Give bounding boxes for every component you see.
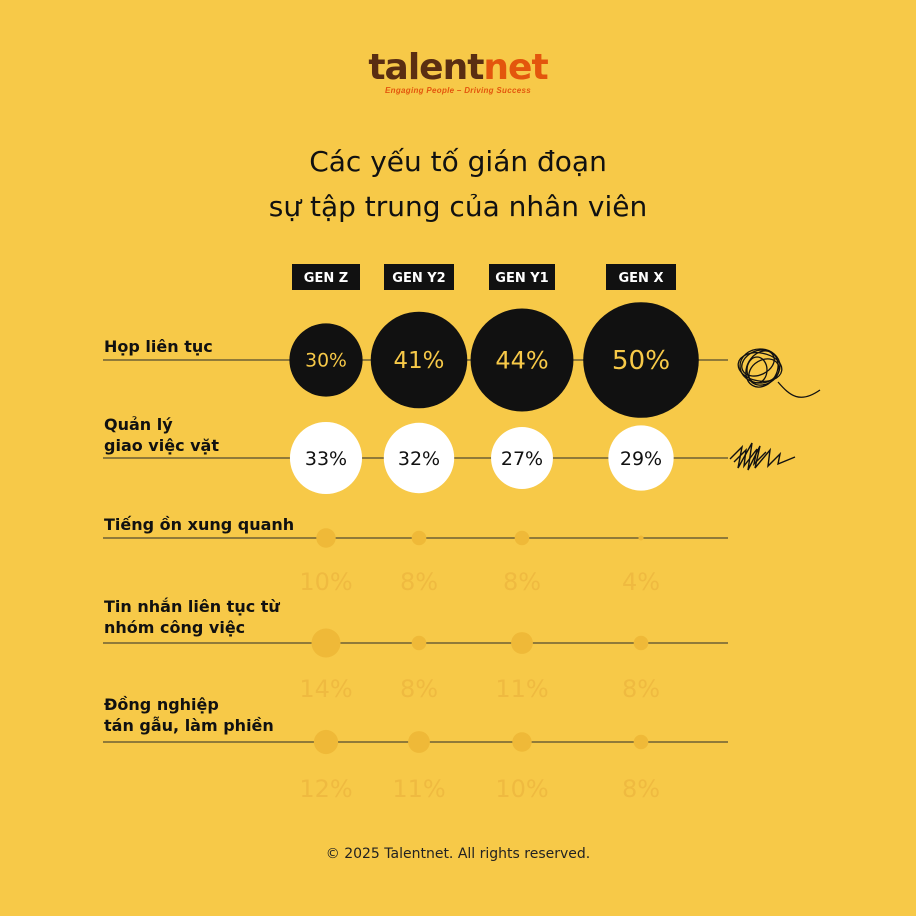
gen-header-label: GEN Z	[304, 271, 348, 286]
data-bubble	[411, 530, 427, 546]
data-bubble	[514, 530, 530, 546]
data-bubble	[313, 729, 339, 755]
data-label: 11%	[392, 775, 445, 803]
gen-header-box	[292, 264, 360, 290]
data-label: 8%	[400, 568, 438, 596]
gen-header-box	[384, 264, 454, 290]
data-bubble	[408, 731, 430, 753]
data-bubble	[316, 528, 336, 548]
gen-header-2: GEN Y1	[489, 264, 555, 290]
row-label-line: Tin nhắn liên tục từ	[104, 597, 280, 616]
row-label-line: nhóm công việc	[104, 618, 245, 637]
row-label-line: tán gẫu, làm phiền	[104, 716, 274, 735]
gen-header-1: GEN Y2	[384, 264, 454, 290]
data-label: 50%	[612, 346, 670, 376]
data-label: 44%	[495, 346, 548, 374]
data-bubble	[289, 421, 363, 495]
data-bubble	[383, 422, 455, 494]
brand-logo: talentnet Engaging People – Driving Succ…	[0, 48, 916, 96]
chart-row-4: Đồng nghiệp tán gẫu, làm phiền 12% 11% 10% 8%	[103, 695, 728, 803]
data-label: 8%	[400, 675, 438, 703]
data-bubble	[511, 632, 533, 654]
data-bubble	[638, 535, 644, 541]
chart-row-1: Quản lý giao việc vặt 33% 32% 27% 29%	[103, 415, 728, 495]
page-title-line-1: Các yếu tố gián đoạn	[309, 145, 607, 178]
data-bubble	[411, 635, 427, 651]
copyright-footer: © 2025 Talentnet. All rights reserved.	[325, 846, 591, 862]
data-bubble	[512, 732, 532, 752]
data-label: 30%	[305, 351, 347, 372]
data-bubble	[633, 635, 649, 651]
gen-header-label: GEN Y2	[392, 271, 445, 286]
data-label: 32%	[398, 448, 440, 470]
data-label: 11%	[495, 675, 548, 703]
data-label: 8%	[503, 568, 541, 596]
row-label-line: Họp liên tục	[104, 337, 213, 356]
data-label: 8%	[622, 775, 660, 803]
data-bubble	[491, 427, 553, 489]
data-label: 10%	[299, 568, 352, 596]
data-label: 10%	[495, 775, 548, 803]
brand-wordmark: talentnet	[0, 48, 916, 88]
gen-header-0: GEN Z	[292, 264, 360, 290]
gen-header-3: GEN X	[606, 264, 676, 290]
data-bubble	[311, 628, 341, 658]
chart-row-3: Tin nhắn liên tục từ nhóm công việc 14% 8% 1…	[103, 597, 728, 703]
row-label-line: giao việc vặt	[104, 436, 219, 455]
data-label: 12%	[299, 775, 352, 803]
data-label: 33%	[305, 448, 347, 470]
data-bubble	[583, 302, 699, 418]
gen-header-label: GEN X	[619, 271, 664, 286]
data-label: 8%	[622, 675, 660, 703]
data-bubble	[470, 308, 574, 412]
data-bubble	[608, 425, 674, 491]
scribble-ball-icon	[737, 348, 821, 398]
gen-header-box	[606, 264, 676, 290]
data-label: 29%	[620, 448, 662, 470]
page-title-line-2: sự tập trung của nhân viên	[268, 190, 648, 223]
chart-row-2: Tiếng ồn xung quanh 10% 8% 8% 4%	[103, 515, 728, 596]
brand-tagline: Engaging People – Driving Success	[385, 86, 531, 95]
generation-headers: GEN Z GEN Y2 GEN Y1 GEN X	[292, 264, 676, 290]
data-bubble	[289, 323, 363, 397]
data-label: 14%	[299, 675, 352, 703]
chart-row-0: Họp liên tục 30% 41% 44% 50%	[103, 302, 728, 418]
brand-name-main: talent	[368, 47, 484, 88]
row-label-line: Tiếng ồn xung quanh	[104, 515, 294, 534]
data-bubble	[370, 311, 468, 409]
chart-rows: Họp liên tục 30% 41% 44% 50% Quản lý giao việc…	[103, 302, 728, 803]
data-label: 4%	[622, 568, 660, 596]
zigzag-scribble-icon	[729, 442, 796, 471]
gen-header-box	[489, 264, 555, 290]
gen-header-label: GEN Y1	[495, 271, 548, 286]
scribble-decorations	[729, 348, 821, 471]
brand-name-accent: net	[483, 47, 548, 88]
row-label-line: Quản lý	[104, 415, 173, 434]
data-label: 41%	[394, 348, 445, 374]
data-bubble	[633, 734, 649, 750]
data-label: 27%	[501, 448, 543, 470]
row-label-line: Đồng nghiệp	[104, 695, 219, 714]
